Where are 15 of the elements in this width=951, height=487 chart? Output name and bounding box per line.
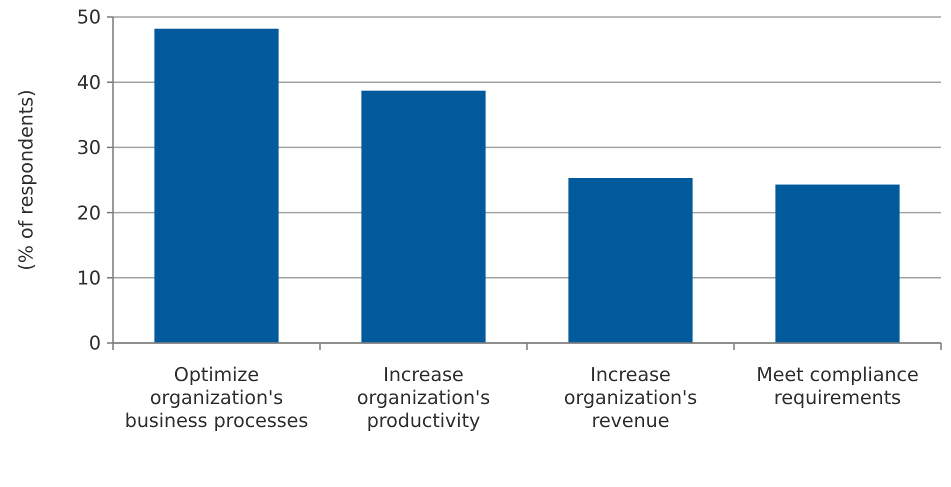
y-tick-label: 30 xyxy=(76,137,101,160)
y-tick-label: 0 xyxy=(88,332,101,355)
x-tick-label: Meet compliance requirements xyxy=(756,364,919,409)
y-tick-label: 20 xyxy=(76,202,101,224)
y-tick-label: 40 xyxy=(76,72,101,94)
y-tick-label: 10 xyxy=(76,267,101,290)
x-tick-label: Increase organization's productivity xyxy=(356,364,490,432)
bar xyxy=(154,28,279,343)
x-tick-label: Optimize organization's business processes xyxy=(124,364,308,432)
y-tick-label: 50 xyxy=(76,6,101,29)
y-axis-title: (% of respondents) xyxy=(16,89,38,271)
bar xyxy=(568,178,693,343)
x-tick-label: Increase organization's revenue xyxy=(564,364,698,432)
bar xyxy=(361,90,486,343)
bar xyxy=(775,184,900,343)
